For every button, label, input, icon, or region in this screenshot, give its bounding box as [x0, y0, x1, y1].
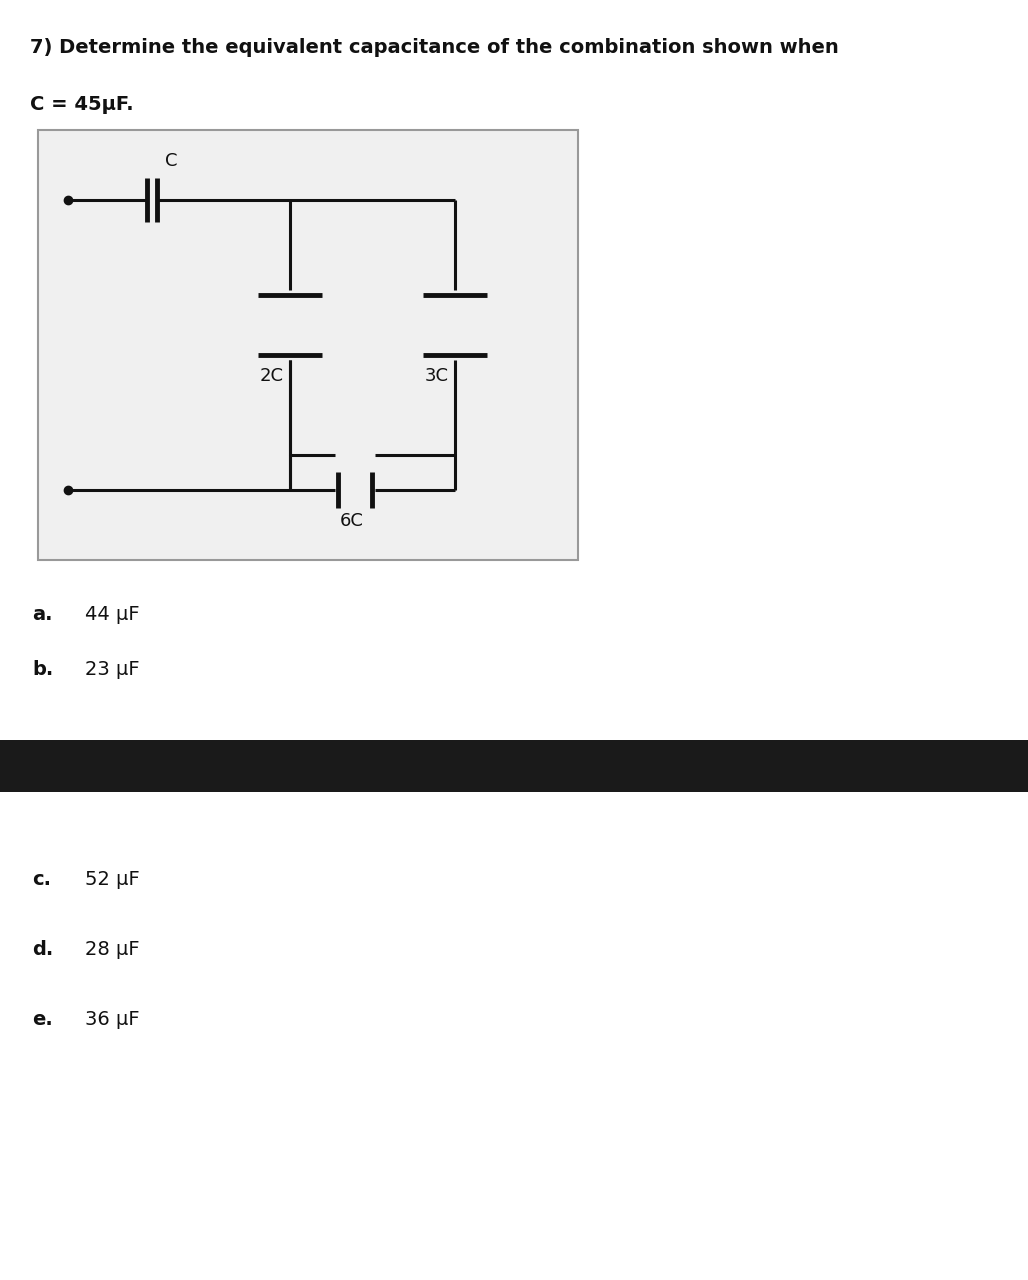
Text: 28 μF: 28 μF — [85, 940, 140, 959]
Text: 36 μF: 36 μF — [85, 1010, 140, 1029]
Text: a.: a. — [32, 605, 52, 623]
FancyBboxPatch shape — [38, 131, 578, 561]
Text: e.: e. — [32, 1010, 52, 1029]
Text: d.: d. — [32, 940, 53, 959]
Text: 44 μF: 44 μF — [85, 605, 140, 623]
Text: 52 μF: 52 μF — [85, 870, 140, 890]
Text: C: C — [166, 152, 178, 170]
Text: 6C: 6C — [340, 512, 364, 530]
Text: c.: c. — [32, 870, 51, 890]
Text: 23 μF: 23 μF — [85, 660, 140, 678]
Text: 2C: 2C — [260, 367, 284, 385]
Text: 7) Determine the equivalent capacitance of the combination shown when: 7) Determine the equivalent capacitance … — [30, 38, 839, 58]
Bar — [0, 740, 1028, 792]
Text: 3C: 3C — [425, 367, 449, 385]
Text: b.: b. — [32, 660, 53, 678]
Text: C = 45μF.: C = 45μF. — [30, 95, 134, 114]
